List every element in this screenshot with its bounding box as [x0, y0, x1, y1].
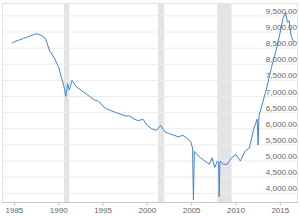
x-tick-label: 1990: [50, 206, 68, 215]
grid-line: [2, 32, 298, 33]
y-tick-label: 7,000.00: [266, 88, 298, 97]
grid-line: [2, 144, 298, 145]
y-tick-label: 8,000.00: [266, 55, 298, 64]
recession-band: [64, 3, 69, 203]
y-tick-label: 7,500.00: [266, 71, 298, 80]
recession-band: [158, 3, 164, 203]
y-tick-label: 5,500.00: [266, 136, 298, 145]
grid-line: [2, 112, 298, 113]
chart: 4,000.00 4,500.00 5,000.00 5,500.00 6,000.00…: [0, 0, 300, 217]
grid-line: [2, 64, 298, 65]
y-tick-label: 8,500.00: [266, 39, 298, 48]
x-tick-label: 2015: [271, 206, 289, 215]
grid-line: [2, 48, 298, 49]
x-tick-label: 2000: [138, 206, 156, 215]
x-tick-label: 2005: [183, 206, 201, 215]
grid-line: [2, 80, 298, 81]
grid-line: [2, 15, 298, 16]
x-tick-label: 2010: [227, 206, 245, 215]
x-axis-line: [2, 202, 298, 203]
plot-area: [2, 3, 298, 203]
y-tick-label: 4,500.00: [266, 168, 298, 177]
x-tick-label: 1985: [6, 206, 24, 215]
grid-line: [2, 161, 298, 162]
y-tick-label: 6,500.00: [266, 104, 298, 113]
y-tick-label: 9,000.00: [266, 23, 298, 32]
y-tick-label: 4,000.00: [266, 184, 298, 193]
y-tick-label: 9,500.00: [266, 7, 298, 16]
y-tick-label: 6,000.00: [266, 120, 298, 129]
x-tick-label: 1995: [94, 206, 112, 215]
y-tick-label: 5,000.00: [266, 152, 298, 161]
series-line: [12, 13, 294, 200]
grid-line: [2, 193, 298, 194]
plot-frame: [3, 4, 298, 203]
grid-line: [2, 96, 298, 97]
grid-line: [2, 177, 298, 178]
